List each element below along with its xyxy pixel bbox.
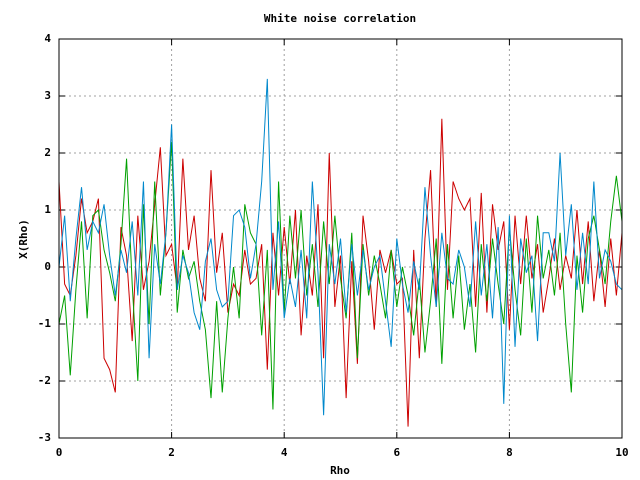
data-line <box>58 141 623 410</box>
chart-title: White noise correlation <box>264 12 416 25</box>
x-tick-label: 8 <box>506 446 513 459</box>
y-tick-label: -2 <box>38 374 51 387</box>
x-tick-label: 4 <box>281 446 288 459</box>
x-tick-label: 6 <box>393 446 400 459</box>
x-tick-label: 2 <box>168 446 175 459</box>
plot-border <box>58 38 623 439</box>
y-tick-label: 1 <box>44 203 51 216</box>
x-tick-label: 0 <box>56 446 63 459</box>
x-tick-label: 10 <box>615 446 628 459</box>
x-axis-label: Rho <box>330 464 350 477</box>
y-tick-label: 2 <box>44 146 51 159</box>
data-line <box>58 78 623 416</box>
y-tick-label: -1 <box>38 317 52 330</box>
y-tick-label: 4 <box>44 32 51 45</box>
y-tick-label: 3 <box>44 89 51 102</box>
data-line <box>58 118 623 427</box>
y-axis-label: X(Rho) <box>17 219 30 259</box>
y-tick-label: -3 <box>38 431 51 444</box>
y-tick-label: 0 <box>44 260 51 273</box>
